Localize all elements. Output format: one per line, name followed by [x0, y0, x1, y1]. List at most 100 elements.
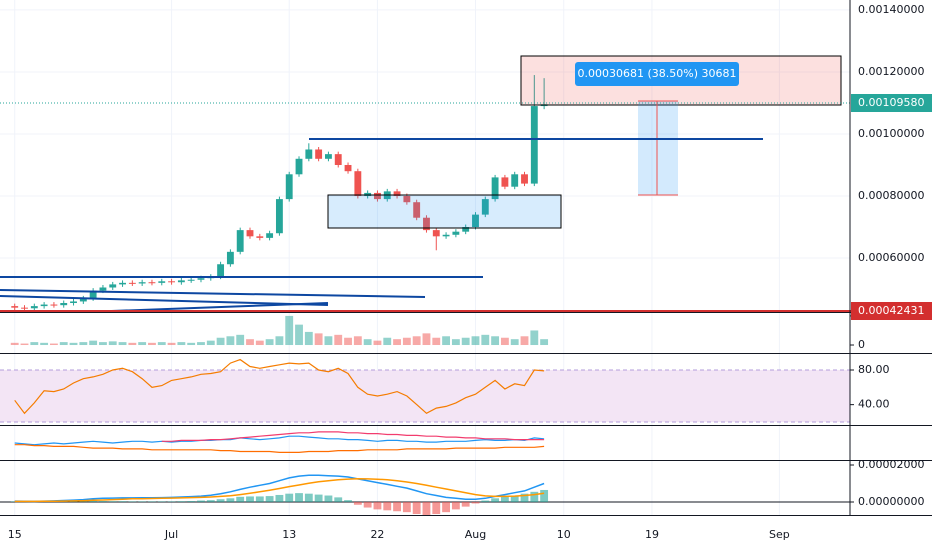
histogram-bar: [451, 501, 460, 510]
histogram-bar: [500, 496, 509, 502]
volume-bar: [148, 342, 156, 346]
volume-bar: [363, 339, 372, 346]
histogram-bar: [206, 500, 215, 502]
volume-bar: [246, 339, 254, 346]
measure-label: 0.00030681 (38.50%) 30681: [578, 67, 737, 80]
candle-body: [334, 154, 342, 165]
histogram-bar: [285, 493, 294, 502]
histogram-bar: [157, 501, 166, 502]
histogram-bar: [373, 501, 382, 510]
histogram-bar: [412, 501, 421, 515]
candle-body: [109, 284, 117, 288]
candle-body: [158, 281, 166, 283]
volume-bar: [59, 342, 68, 346]
volume-bar: [353, 336, 362, 346]
histogram-bar: [295, 493, 303, 502]
volume-bar: [451, 339, 460, 346]
histogram-bar: [442, 501, 450, 513]
candle-body: [50, 304, 58, 306]
candle-body: [325, 154, 332, 159]
candle-body: [40, 304, 48, 307]
histogram-bar: [491, 498, 500, 502]
histogram-bar: [530, 491, 539, 502]
candle-body: [148, 282, 156, 284]
y-tick-label: 0: [858, 338, 865, 351]
histogram-bar: [481, 500, 490, 502]
histogram-bar: [108, 501, 117, 502]
volume-bar: [167, 342, 176, 346]
volume-bar: [157, 342, 166, 346]
histogram-bar: [510, 495, 519, 502]
candle-body: [285, 174, 293, 200]
volume-bar: [187, 342, 196, 346]
volume-bar: [236, 334, 245, 346]
macd-line: [14, 474, 545, 503]
volume-bar: [432, 337, 441, 346]
y-tick-label: 0.00060000: [858, 251, 924, 264]
candle-body: [246, 230, 254, 237]
volume-bar: [344, 337, 352, 346]
histogram-bar: [363, 501, 372, 508]
y-tick-label: 0.00080000: [858, 189, 924, 202]
candle-body: [187, 279, 195, 281]
candle-body: [413, 202, 421, 218]
volume-bar: [40, 342, 49, 346]
candle-body: [217, 264, 225, 277]
indicator-line: [14, 444, 545, 453]
y-tick-label: 0.00140000: [858, 3, 924, 16]
x-tick-label: 10: [557, 528, 571, 541]
volume-bar: [510, 339, 519, 346]
volume-bar: [69, 342, 78, 346]
volume-bar: [206, 340, 215, 346]
histogram-bar: [540, 489, 549, 502]
histogram-bar: [334, 497, 343, 502]
volume-bar: [491, 336, 500, 346]
volume-bar: [255, 340, 264, 346]
last-price-box: [851, 94, 932, 112]
candle-body: [128, 282, 136, 284]
candle-body: [30, 306, 38, 309]
histogram-bar: [99, 501, 107, 502]
histogram-bar: [236, 496, 245, 502]
candle-body: [491, 177, 499, 200]
candle-body: [79, 298, 87, 302]
y-tick-label: 80.00: [858, 363, 890, 376]
volume-bar: [334, 334, 343, 346]
candle-body: [432, 230, 440, 237]
volume-bar: [138, 342, 147, 346]
indicator-line: [161, 431, 545, 442]
zone-box: [327, 194, 562, 229]
measure-label-box: [575, 62, 739, 86]
volume-bar: [216, 337, 225, 346]
candle-body: [481, 199, 489, 215]
histogram-bar: [118, 501, 127, 502]
volume-bar: [108, 341, 117, 346]
candle-body: [315, 149, 323, 159]
histogram-bar: [393, 501, 401, 512]
volume-bar: [461, 337, 470, 346]
histogram-bar: [471, 501, 480, 504]
x-tick-label: Jul: [164, 528, 178, 541]
rsi-band: [0, 370, 850, 422]
volume-bar: [118, 342, 127, 346]
candle-body: [374, 192, 381, 200]
volume-bar: [383, 337, 392, 346]
candle-body: [177, 280, 185, 283]
candle-body: [462, 227, 470, 232]
histogram-bar: [432, 501, 441, 515]
candle-body: [364, 192, 372, 197]
candle-body: [266, 233, 274, 238]
histogram-bar: [461, 501, 470, 507]
candle-body: [305, 149, 313, 159]
trend-line: [0, 289, 426, 298]
histogram-bar: [148, 501, 156, 502]
histogram-bar: [324, 495, 333, 502]
volume-bar: [304, 331, 313, 346]
candle-body: [393, 191, 401, 197]
volume-bar: [285, 315, 294, 346]
histogram-bar: [246, 496, 254, 502]
volume-bar: [20, 343, 29, 346]
